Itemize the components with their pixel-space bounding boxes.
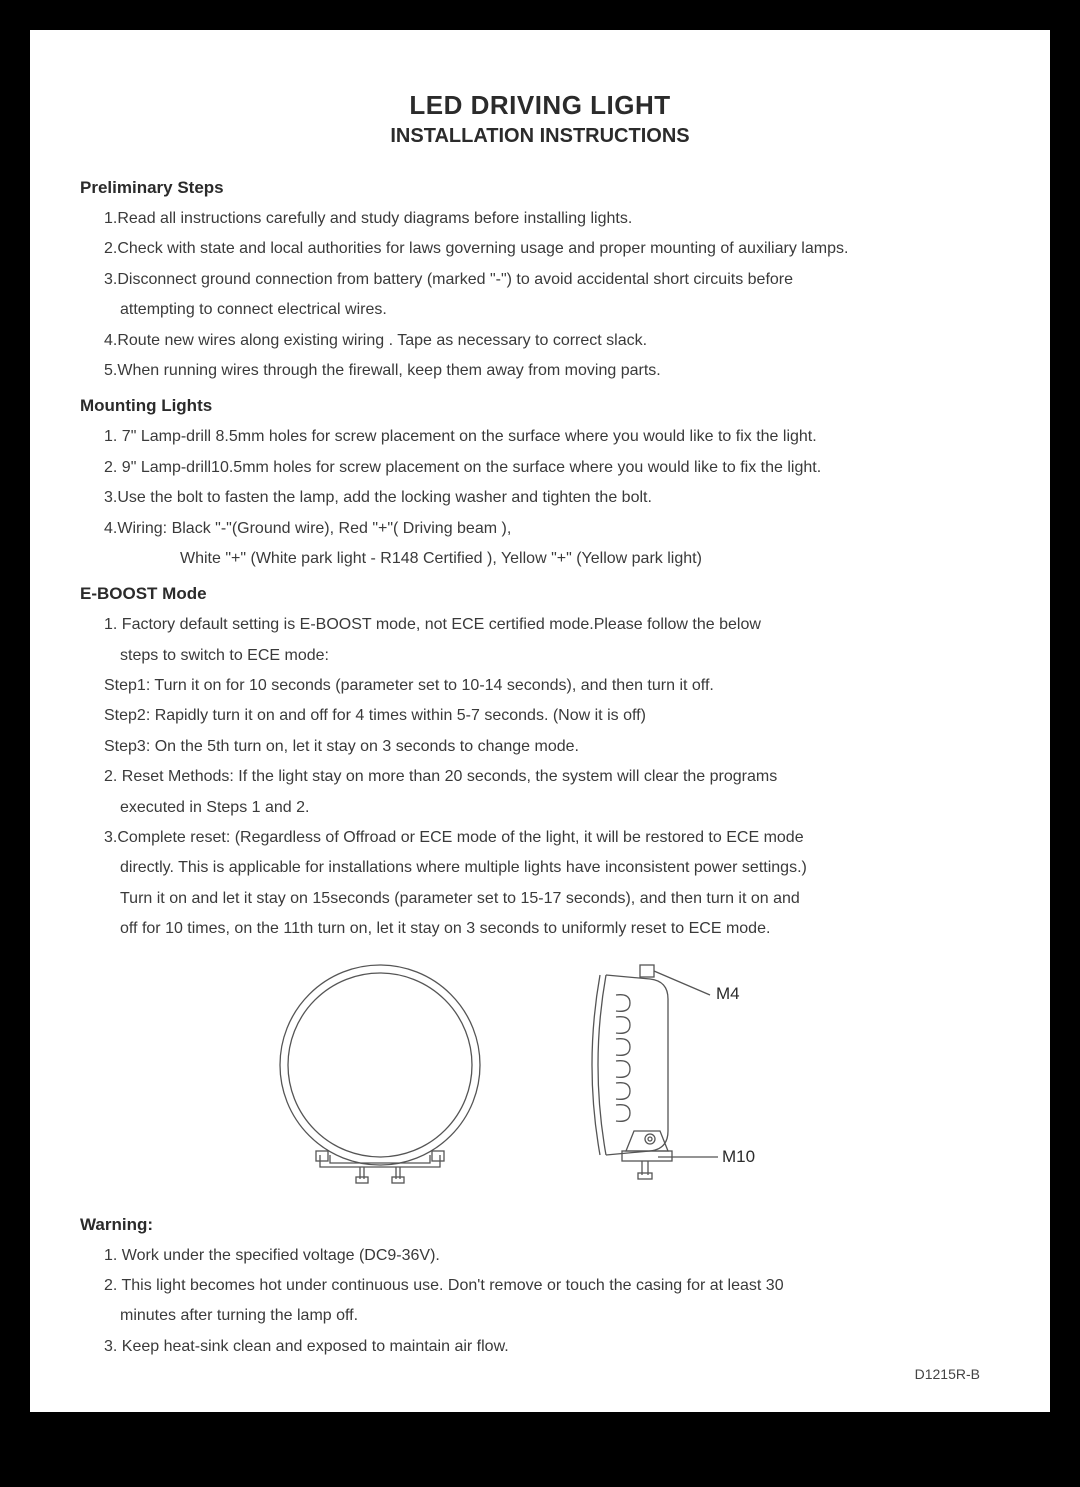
eboost-item-cont: executed in Steps 1 and 2. [80,793,1000,823]
side-view-diagram: M4 M10 [550,955,830,1205]
preliminary-item: 5.When running wires through the firewal… [80,356,1000,386]
eboost-item: 1. Factory default setting is E-BOOST mo… [80,610,1000,640]
eboost-item: 2. Reset Methods: If the light stay on m… [80,762,1000,792]
preliminary-item-cont: attempting to connect electrical wires. [80,295,1000,325]
warning-item: 2. This light becomes hot under continuo… [80,1271,1000,1301]
eboost-item: Step1: Turn it on for 10 seconds (parame… [80,671,1000,701]
mounting-item: 1. 7" Lamp-drill 8.5mm holes for screw p… [80,422,1000,452]
mounting-item: 3.Use the bolt to fasten the lamp, add t… [80,483,1000,513]
section-preliminary-heading: Preliminary Steps [80,178,1000,198]
page: LED DRIVING LIGHT INSTALLATION INSTRUCTI… [30,30,1050,1412]
section-warning-heading: Warning: [80,1215,1000,1235]
eboost-item-cont: Turn it on and let it stay on 15seconds … [80,884,1000,914]
eboost-item: Step2: Rapidly turn it on and off for 4 … [80,701,1000,731]
eboost-item: 3.Complete reset: (Regardless of Offroad… [80,823,1000,853]
warning-item-cont: minutes after turning the lamp off. [80,1301,1000,1331]
preliminary-item: 4.Route new wires along existing wiring … [80,326,1000,356]
preliminary-item: 3.Disconnect ground connection from batt… [80,265,1000,295]
eboost-item-cont: directly. This is applicable for install… [80,853,1000,883]
mounting-item: 4.Wiring: Black "-"(Ground wire), Red "+… [80,514,1000,544]
eboost-item-cont: steps to switch to ECE mode: [80,641,1000,671]
preliminary-item: 2.Check with state and local authorities… [80,234,1000,264]
preliminary-item: 1.Read all instructions carefully and st… [80,204,1000,234]
eboost-item-cont: off for 10 times, on the 11th turn on, l… [80,914,1000,944]
doc-title: LED DRIVING LIGHT [80,90,1000,121]
warning-item: 1. Work under the specified voltage (DC9… [80,1241,1000,1271]
label-m10: M10 [722,1147,755,1166]
section-eboost-heading: E-BOOST Mode [80,584,1000,604]
warning-item: 3. Keep heat-sink clean and exposed to m… [80,1332,1000,1362]
doc-subtitle: INSTALLATION INSTRUCTIONS [80,125,1000,148]
section-mounting-heading: Mounting Lights [80,396,1000,416]
mounting-item-cont: White "+" (White park light - R148 Certi… [80,544,1000,574]
front-view-diagram [250,955,510,1205]
diagram-row: M4 M10 [80,955,1000,1205]
label-m4: M4 [716,984,740,1003]
eboost-item: Step3: On the 5th turn on, let it stay o… [80,732,1000,762]
mounting-item: 2. 9" Lamp-drill10.5mm holes for screw p… [80,453,1000,483]
footer-code: D1215R-B [80,1366,1000,1382]
